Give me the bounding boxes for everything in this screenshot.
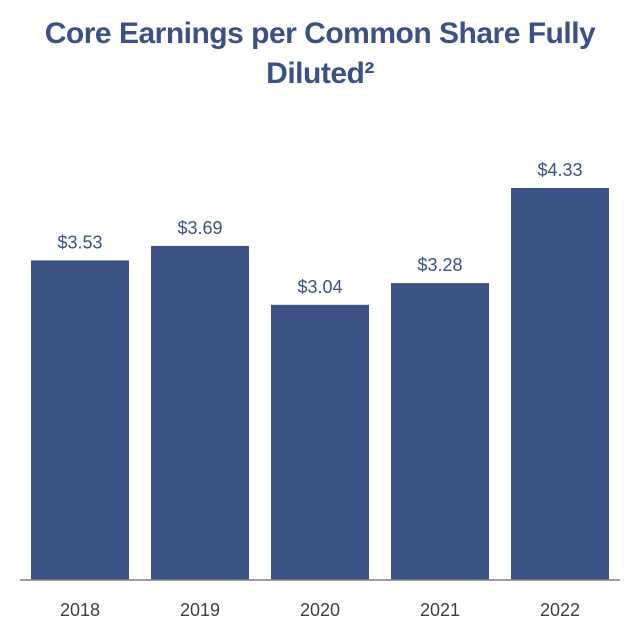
data-label-2019: $3.69: [177, 218, 222, 238]
chart-title: Core Earnings per Common Share Fully Dil…: [44, 17, 596, 90]
x-tick-labels: 2018 2019 2020 2021 2022: [60, 600, 580, 620]
x-tick-label-2022: 2022: [540, 600, 580, 620]
x-tick-label-2019: 2019: [180, 600, 220, 620]
data-label-2020: $3.04: [297, 277, 342, 297]
data-label-2022: $4.33: [537, 160, 582, 180]
bar-2021: [391, 283, 489, 580]
data-label-2021: $3.28: [417, 255, 462, 275]
bar-2019: [151, 245, 249, 580]
x-tick-label-2018: 2018: [60, 600, 100, 620]
bars: [31, 188, 609, 580]
x-tick-label-2020: 2020: [300, 600, 340, 620]
bar-2022: [511, 188, 609, 580]
bar-2020: [271, 304, 369, 580]
bar-2018: [31, 260, 129, 580]
data-label-2018: $3.53: [57, 232, 102, 252]
data-labels: $3.53 $3.69 $3.04 $3.28 $4.33: [57, 160, 582, 297]
x-tick-label-2021: 2021: [420, 600, 460, 620]
